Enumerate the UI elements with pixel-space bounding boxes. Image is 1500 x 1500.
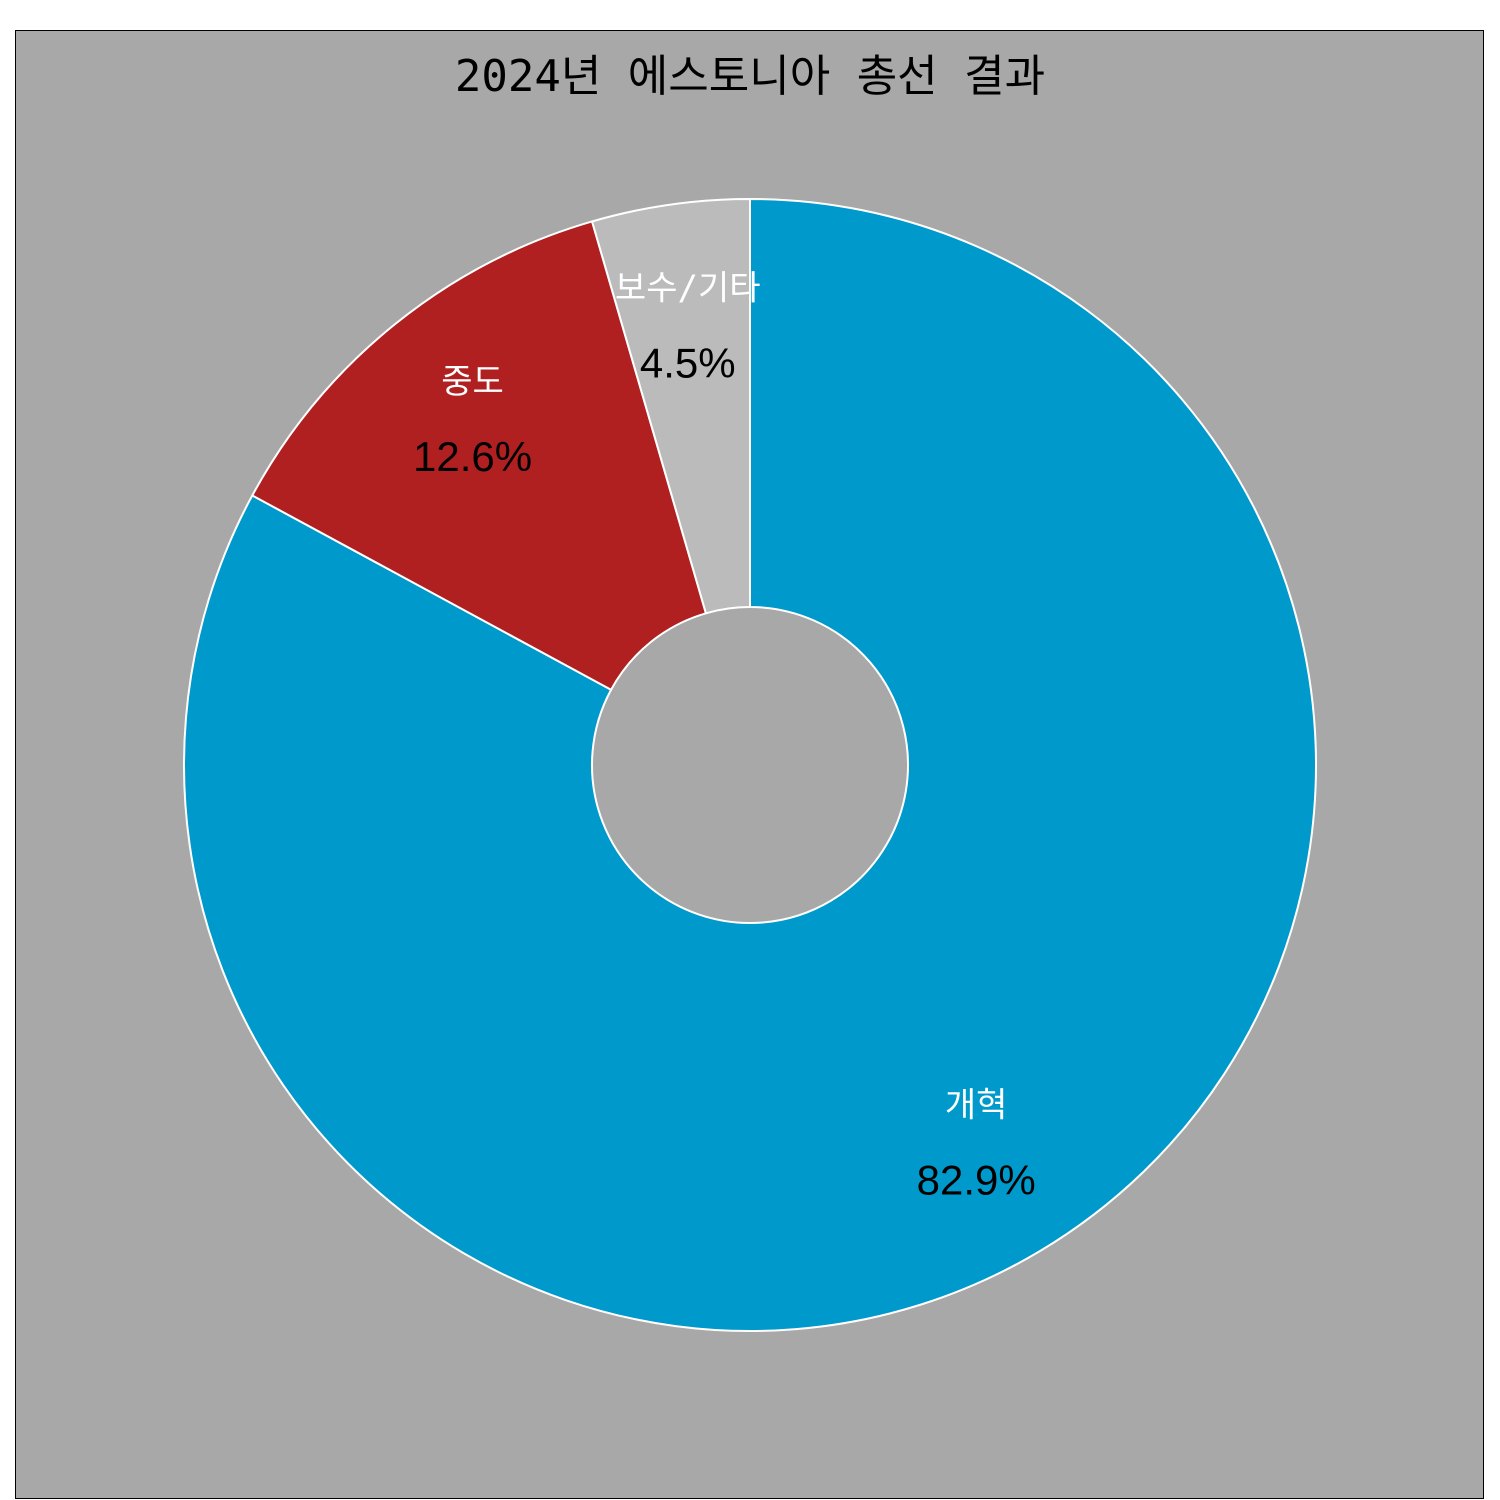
- donut-slice-0: [183, 197, 1317, 1332]
- slice-label-2: 보수/기타: [615, 268, 761, 308]
- donut-slice-1: [250, 220, 708, 692]
- slice-value-1: 12.6%: [413, 433, 532, 480]
- slice-label-0: 개혁: [945, 1086, 1008, 1126]
- donut-slice-2: [590, 197, 751, 615]
- slice-value-2: 4.5%: [640, 339, 736, 386]
- slice-value-0: 82.9%: [917, 1157, 1036, 1204]
- slice-label-1: 중도: [441, 362, 504, 402]
- chart-title: 2024년 에스토니아 총선 결과: [454, 51, 1046, 102]
